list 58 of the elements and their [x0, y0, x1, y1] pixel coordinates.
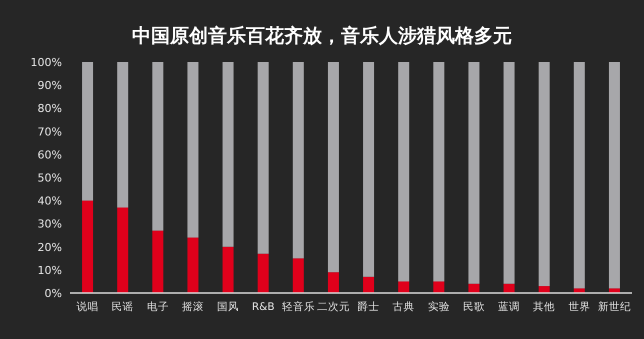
bar: [152, 230, 164, 293]
x-tick-label: 实验: [428, 300, 450, 313]
bar: [538, 62, 550, 286]
bar: [608, 62, 620, 288]
bar: [187, 238, 198, 293]
y-tick-label: 0%: [44, 287, 62, 300]
bar: [117, 62, 128, 208]
bar: [363, 62, 374, 277]
x-tick-label: 新世纪: [598, 300, 631, 313]
y-tick-label: 10%: [38, 264, 62, 277]
bar: [258, 254, 269, 293]
y-tick-label: 100%: [30, 56, 62, 69]
x-tick-label: 蓝调: [498, 300, 520, 313]
x-tick-label: 民谣: [112, 300, 134, 313]
bar: [538, 286, 550, 293]
bar: [82, 200, 94, 293]
x-tick-label: 二次元: [316, 301, 350, 313]
bar: [504, 284, 515, 293]
y-tick-label: 80%: [38, 102, 62, 116]
bar: [222, 246, 234, 293]
y-tick-label: 70%: [38, 125, 62, 138]
bar: [187, 62, 198, 238]
x-tick-label: 民歌: [462, 301, 485, 313]
bar: [504, 62, 515, 284]
bar: [433, 62, 444, 282]
bar: [328, 272, 339, 293]
y-tick-label: 20%: [38, 240, 62, 254]
bar: [363, 276, 374, 293]
bar: [117, 208, 128, 293]
x-tick-label: R&B: [252, 301, 275, 313]
x-tick-label: 电子: [146, 300, 169, 313]
y-tick-label: 50%: [38, 172, 62, 184]
bar: [292, 258, 304, 293]
x-tick-label: 其他: [533, 300, 556, 313]
y-tick-label: 90%: [38, 79, 62, 92]
bar: [468, 62, 480, 284]
bar: [82, 62, 94, 201]
bar: [574, 62, 585, 288]
x-tick-label: 说唱: [76, 301, 99, 313]
bar: [433, 281, 444, 293]
x-tick-label: 摇滚: [182, 300, 204, 313]
bar: [398, 281, 410, 293]
x-tick-label: 国风: [217, 301, 240, 313]
bar: [328, 62, 339, 272]
y-tick-label: 60%: [38, 148, 62, 162]
bar: [152, 62, 164, 231]
x-tick-label: 轻音乐: [282, 300, 315, 313]
x-tick-label: 世界: [568, 300, 590, 313]
bar: [258, 62, 269, 254]
bar: [468, 284, 480, 293]
x-tick-label: 古典: [392, 300, 415, 313]
y-tick-label: 40%: [38, 194, 62, 208]
chart-title: 中国原创音乐百花齐放，音乐人涉猎风格多元: [132, 25, 512, 47]
bar: [222, 62, 234, 247]
bar: [292, 62, 304, 258]
x-tick-label: 爵士: [358, 300, 380, 313]
bar: [398, 62, 410, 282]
y-tick-label: 30%: [38, 218, 62, 231]
